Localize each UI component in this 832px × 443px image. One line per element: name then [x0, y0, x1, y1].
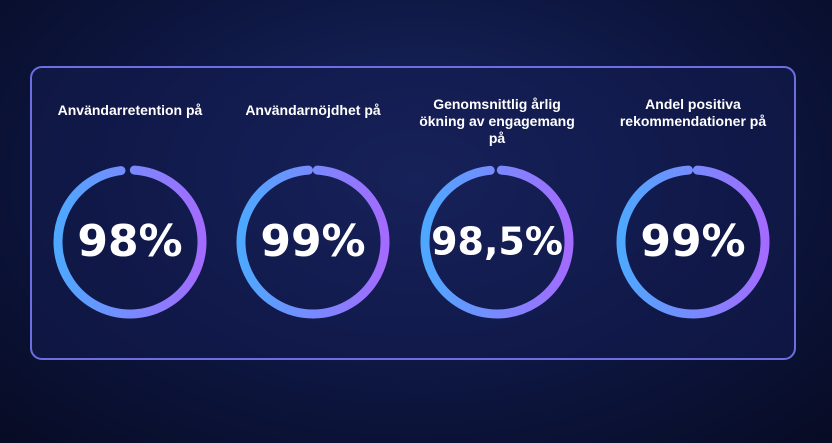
ring-arc	[53, 165, 207, 319]
value-label: 98%	[77, 216, 182, 267]
category-label: Genomsnittlig årlig ökning av engagemang…	[419, 96, 575, 146]
category-label: Andel positiva rekommendationer på	[619, 96, 767, 129]
ring-arc	[236, 165, 390, 319]
category-label: Användarretention på	[57, 102, 203, 118]
ring-arc	[616, 165, 770, 319]
value-label: 99%	[260, 216, 365, 267]
category-label: Användarnöjdhet på	[245, 102, 381, 118]
value-label: 98,5%	[431, 220, 563, 264]
ring-arc	[420, 165, 574, 319]
value-label: 99%	[640, 216, 745, 267]
